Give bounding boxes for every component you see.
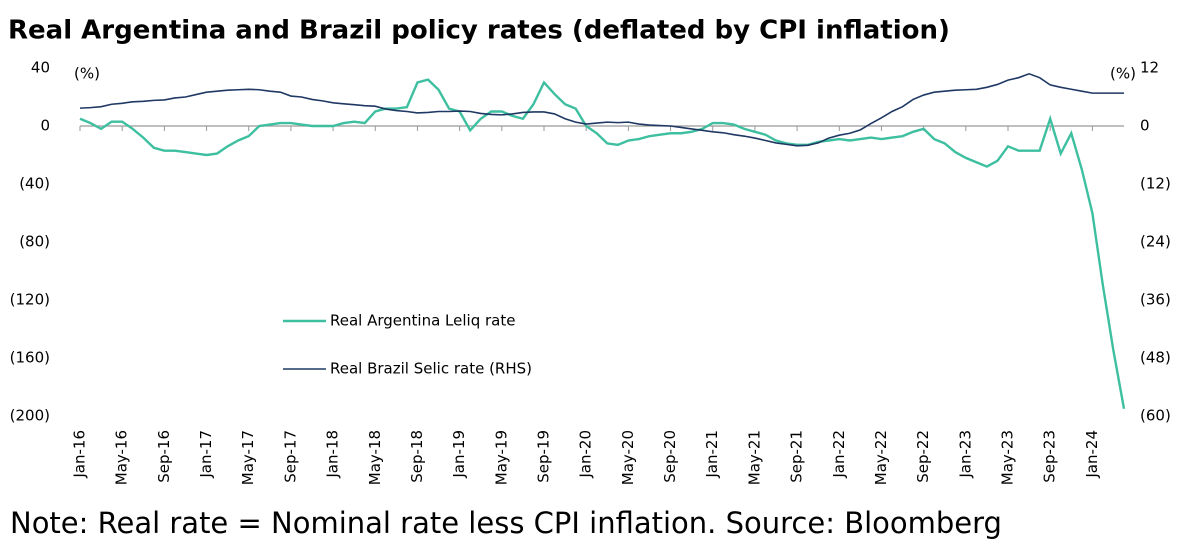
x-tick-label: Sep-21 <box>788 430 806 483</box>
y-tick-label: (200) <box>10 407 50 425</box>
y2-tick-label: 12 <box>1140 59 1159 77</box>
y2-tick-label: (24) <box>1140 233 1171 251</box>
y-tick-label: 0 <box>40 117 50 135</box>
y2-tick-label: (48) <box>1140 349 1171 367</box>
x-tick-label: Jan-22 <box>830 430 848 479</box>
note: Note: Real rate = Nominal rate less CPI … <box>10 506 1002 540</box>
x-tick-label: Jan-21 <box>703 430 721 479</box>
y2-tick-label: (12) <box>1140 175 1171 193</box>
legend-label: Real Argentina Leliq rate <box>330 312 515 330</box>
x-tick-label: May-16 <box>113 430 131 485</box>
y2-tick-label: (36) <box>1140 291 1171 309</box>
x-tick-label: May-21 <box>745 430 763 485</box>
y2-tick-label: 0 <box>1140 117 1150 135</box>
x-tick-label: May-23 <box>999 430 1017 485</box>
x-tick-label: Sep-20 <box>661 430 679 483</box>
x-tick-label: Jan-23 <box>956 430 974 479</box>
x-tick-label: May-18 <box>366 430 384 485</box>
x-tick-label: Sep-18 <box>408 430 426 483</box>
x-tick-label: May-17 <box>239 430 257 485</box>
x-tick-label: Jan-20 <box>577 430 595 479</box>
x-tick-label: Jan-16 <box>71 430 89 479</box>
x-tick-label: May-22 <box>872 430 890 485</box>
x-tick-label: May-20 <box>619 430 637 485</box>
x-tick-label: Sep-22 <box>914 430 932 483</box>
x-tick-label: Jan-24 <box>1083 430 1101 479</box>
x-tick-label: Sep-23 <box>1041 430 1059 483</box>
x-tick-label: Jan-18 <box>324 430 342 479</box>
chart-title: Real Argentina and Brazil policy rates (… <box>8 16 950 46</box>
x-tick-label: May-19 <box>492 430 510 485</box>
x-tick-label: Sep-17 <box>281 430 299 483</box>
y2-tick-label: (60) <box>1140 407 1171 425</box>
x-tick-label: Sep-16 <box>155 430 173 483</box>
y-tick-label: (80) <box>19 233 50 251</box>
y-tick-label: (40) <box>19 175 50 193</box>
y-tick-label: (160) <box>10 349 50 367</box>
series-line <box>79 72 1124 147</box>
y2-axis-label: (%) <box>1110 65 1136 83</box>
y-axis-label: (%) <box>74 65 100 83</box>
y-tick-label: (120) <box>10 291 50 309</box>
x-tick-label: Sep-19 <box>535 430 553 483</box>
legend-label: Real Brazil Selic rate (RHS) <box>330 360 532 378</box>
series-line <box>79 78 1126 409</box>
y-tick-label: 40 <box>31 59 50 77</box>
x-tick-label: Jan-17 <box>197 430 215 479</box>
x-tick-label: Jan-19 <box>450 430 468 479</box>
